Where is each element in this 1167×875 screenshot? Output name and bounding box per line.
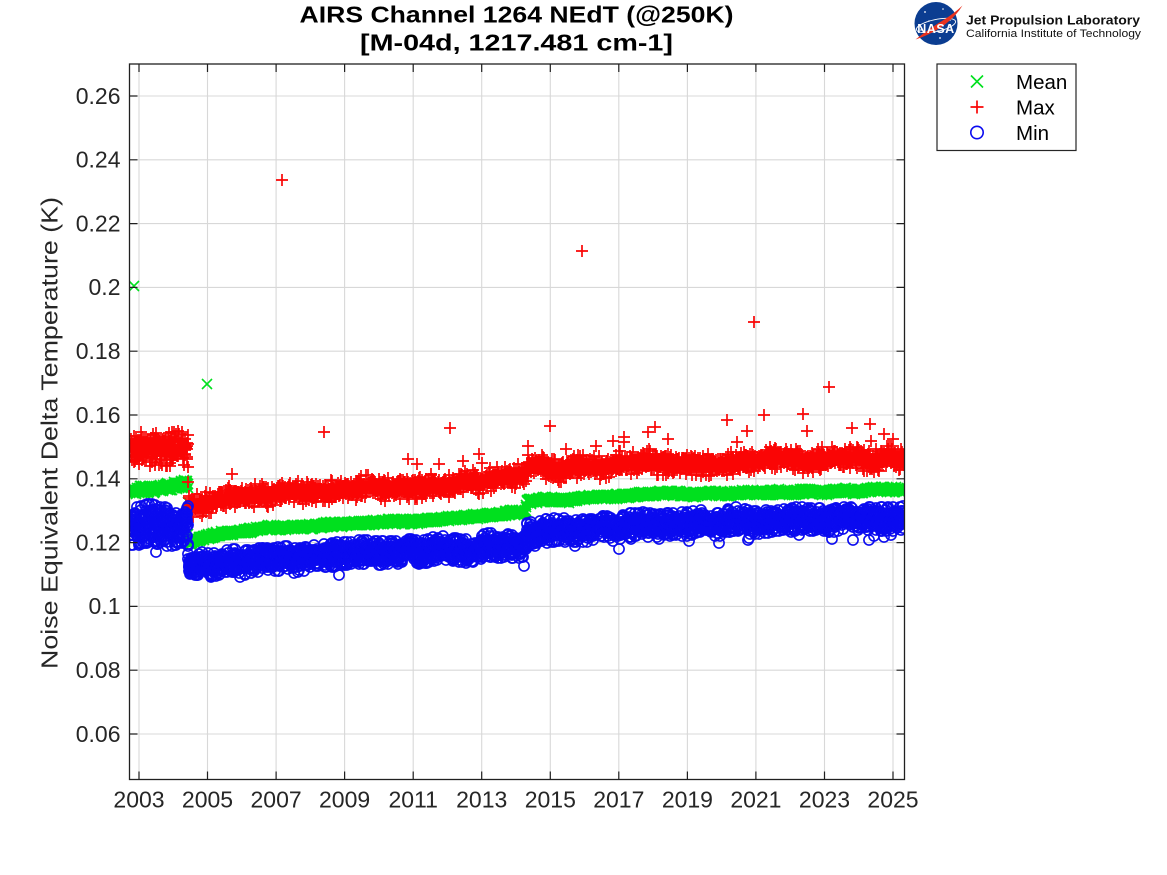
svg-text:2015: 2015: [525, 787, 576, 813]
svg-text:0.14: 0.14: [76, 466, 121, 492]
svg-text:Max: Max: [1016, 96, 1055, 119]
svg-text:0.1: 0.1: [89, 593, 121, 619]
svg-text:0.12: 0.12: [76, 529, 121, 555]
svg-text:2009: 2009: [319, 787, 370, 813]
svg-text:0.26: 0.26: [76, 83, 121, 109]
svg-text:0.22: 0.22: [76, 210, 121, 236]
svg-text:2019: 2019: [662, 787, 713, 813]
svg-text:2017: 2017: [593, 787, 644, 813]
svg-text:0.24: 0.24: [76, 147, 121, 173]
svg-text:0.16: 0.16: [76, 402, 121, 428]
svg-text:2011: 2011: [388, 787, 437, 813]
svg-text:Noise Equivalent Delta Tempera: Noise Equivalent Delta Temperature (K): [37, 197, 63, 669]
svg-text:0.06: 0.06: [76, 721, 121, 747]
svg-text:2003: 2003: [113, 787, 164, 813]
svg-text:2005: 2005: [182, 787, 233, 813]
svg-text:California Institute of Techno: California Institute of Technology: [966, 28, 1142, 40]
svg-text:Mean: Mean: [1016, 71, 1067, 94]
svg-text:AIRS Channel 1264 NEdT (@250K): AIRS Channel 1264 NEdT (@250K): [300, 2, 734, 28]
svg-text:2025: 2025: [867, 787, 918, 813]
svg-text:2023: 2023: [799, 787, 850, 813]
svg-text:Jet Propulsion Laboratory: Jet Propulsion Laboratory: [966, 14, 1140, 28]
svg-text:0.08: 0.08: [76, 657, 121, 683]
svg-text:0.2: 0.2: [89, 274, 121, 300]
svg-text:2021: 2021: [730, 787, 781, 813]
svg-text:[M-04d, 1217.481 cm-1]: [M-04d, 1217.481 cm-1]: [360, 30, 673, 56]
svg-text:2013: 2013: [456, 787, 507, 813]
svg-text:NASA: NASA: [917, 22, 954, 36]
svg-text:2007: 2007: [251, 787, 302, 813]
svg-text:0.18: 0.18: [76, 338, 121, 364]
svg-text:Min: Min: [1016, 122, 1049, 145]
